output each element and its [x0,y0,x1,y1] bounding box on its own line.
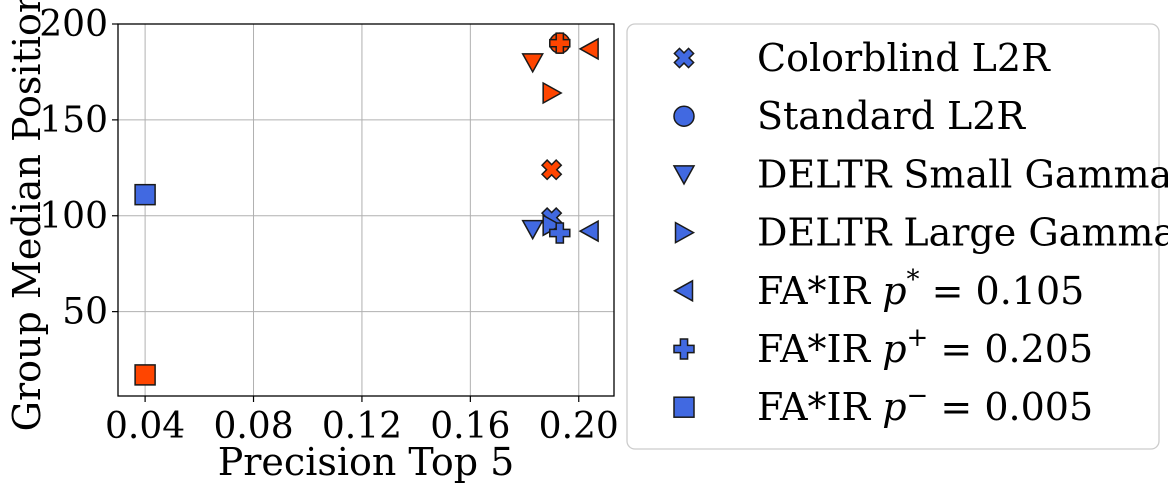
data-points [134,32,599,386]
legend-marker-triangle-right [674,221,696,244]
legend-frame [626,23,1160,450]
point-triangle-down-group_a [521,219,544,241]
legend-marker-x-filled [673,47,695,69]
legend: Colorblind L2R Standard L2R DELTR Small Ga… [626,23,1168,450]
y-axis-ticks: 50 100 150 200 [39,4,118,333]
x-tick-label: 0.08 [213,406,293,447]
y-tick-label: 100 [39,196,108,237]
legend-label: DELTR Large Gamma [757,211,1168,255]
grid-lines [118,23,614,396]
legend-marker-plus-filled [673,338,695,360]
legend-marker-circle [673,105,695,127]
y-tick-label: 50 [62,292,108,333]
plot-frame [117,23,615,397]
y-tick-label: 200 [39,4,108,45]
legend-marker-square [673,396,695,418]
x-tick-label: 0.04 [105,406,185,447]
point-triangle-down-group_b [521,53,544,74]
legend-label: DELTR Small Gamma [757,152,1168,196]
point-triangle-left-group_b [578,37,599,61]
legend-label: Standard L2R [757,94,1026,138]
y-axis-label: Group Median Position [5,0,49,431]
point-x-filled-group_b [540,159,563,181]
legend-marker-triangle-down [672,165,696,186]
point-plus-filled-group_b [549,32,571,54]
point-plus-filled-group_a [549,222,571,244]
point-square-group_a [134,183,156,206]
legend-label: FA*IR p− = 0.005 [757,381,1093,429]
y-tick-label: 150 [39,100,108,141]
legend-marker-triangle-left [672,279,694,303]
point-square-group_b [134,364,156,386]
x-tick-label: 0.12 [322,406,402,447]
x-tick-label: 0.16 [430,406,510,447]
x-axis-ticks: 0.04 0.08 0.12 0.16 0.20 [105,396,619,447]
point-triangle-right-group_b [542,81,563,105]
legend-label: FA*IR p* = 0.105 [757,265,1084,313]
x-tick-label: 0.20 [539,406,619,447]
point-triangle-left-group_a [578,219,599,243]
x-axis-label: Precision Top 5 [218,440,515,484]
legend-label: FA*IR p+ = 0.205 [757,323,1093,371]
legend-label: Colorblind L2R [757,36,1051,80]
